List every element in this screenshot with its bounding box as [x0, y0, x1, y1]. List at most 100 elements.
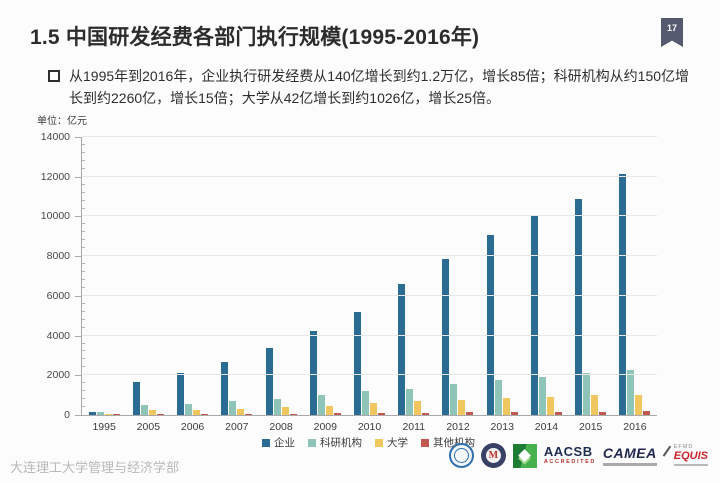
- y-axis-minor-tick: [82, 406, 85, 408]
- bar-企业: [486, 234, 494, 415]
- y-axis-minor-tick: [82, 278, 85, 280]
- bar-企业: [619, 173, 627, 415]
- x-axis-tick-label: 2008: [269, 421, 293, 433]
- bar-大学: [281, 407, 289, 415]
- y-axis-major-tick: [75, 216, 81, 218]
- bar-其他机构: [599, 412, 607, 415]
- gridline: [82, 374, 657, 376]
- bar-科研机构: [96, 412, 104, 415]
- bar-大学: [104, 414, 112, 415]
- bar-大学: [591, 395, 599, 415]
- y-axis-minor-tick: [82, 366, 85, 368]
- y-axis-minor-tick: [82, 271, 85, 273]
- bar-其他机构: [466, 412, 474, 415]
- bar-大学: [502, 397, 510, 415]
- y-axis-tick-label: 14000: [40, 131, 70, 143]
- y-axis-tick-label: 8000: [46, 250, 70, 263]
- bar-科研机构: [317, 395, 325, 415]
- gridline: [82, 175, 657, 177]
- y-axis-minor-tick: [82, 286, 85, 288]
- bar-科研机构: [450, 384, 458, 415]
- year-group: 2013: [480, 137, 524, 433]
- y-axis-minor-tick: [82, 143, 85, 145]
- bar-企业: [398, 284, 406, 415]
- bar-其他机构: [510, 412, 518, 415]
- bullet-square-icon: [48, 70, 60, 82]
- y-axis-minor-tick: [82, 191, 85, 193]
- gridline: [82, 136, 657, 137]
- y-axis-tick-label: 2000: [46, 369, 70, 382]
- y-axis-minor-tick: [82, 326, 85, 328]
- legend-swatch: [375, 438, 383, 447]
- bar-其他机构: [289, 414, 297, 415]
- legend-item: 企业: [262, 435, 295, 450]
- legend-label: 科研机构: [320, 437, 362, 449]
- x-axis-tick-label: 2016: [623, 421, 647, 433]
- legend-label: 企业: [274, 437, 295, 449]
- y-axis-major-tick: [75, 375, 81, 377]
- bar-其他机构: [245, 414, 253, 415]
- university-seal-icon: [448, 443, 474, 468]
- y-axis-minor-tick: [82, 390, 85, 392]
- year-group: 2012: [436, 137, 480, 433]
- legend-item: 大学: [375, 435, 408, 450]
- y-axis-minor-tick: [82, 151, 85, 153]
- bar-科研机构: [362, 391, 370, 415]
- bar-其他机构: [643, 411, 651, 415]
- y-axis-minor-tick: [82, 247, 85, 249]
- bar-其他机构: [422, 412, 430, 415]
- bar-科研机构: [273, 398, 281, 415]
- bar-科研机构: [627, 370, 635, 415]
- y-axis-minor-tick: [82, 342, 85, 344]
- efmd-logo-text: EFMD: [673, 443, 694, 450]
- gridline: [82, 334, 657, 336]
- y-axis-major-tick: [75, 137, 81, 138]
- y-axis-tick-label: 0: [64, 409, 70, 421]
- y-axis-tick-label: 10000: [40, 210, 70, 223]
- university-seal-inner-ring: [453, 448, 469, 463]
- bar-科研机构: [229, 401, 237, 415]
- y-axis-minor-tick: [82, 223, 85, 225]
- y-axis-major-tick: [75, 295, 81, 297]
- gridline: [82, 215, 657, 217]
- y-axis-tick-label: 6000: [46, 289, 70, 302]
- x-axis-tick-label: 2006: [180, 421, 205, 433]
- bar-科研机构: [494, 379, 502, 415]
- year-group: 2016: [613, 137, 657, 433]
- bar-大学: [237, 408, 245, 415]
- equis-slash-icon: [662, 445, 671, 457]
- axis-unit-label: 单位：亿元: [37, 116, 87, 127]
- y-axis-ticks: [75, 137, 81, 416]
- year-group: 1995: [82, 137, 126, 433]
- bar-科研机构: [140, 404, 148, 415]
- y-axis-minor-tick: [82, 398, 85, 400]
- equis-subtext-strip: [673, 464, 708, 467]
- faculty-emblem-icon: M: [480, 443, 506, 468]
- x-axis-tick-label: 2013: [490, 421, 514, 433]
- bar-大学: [414, 401, 422, 415]
- y-axis-minor-tick: [82, 382, 85, 384]
- accreditation-logos: M AACSB ACCREDITED CAMEA EFMD EQUIS: [448, 443, 708, 468]
- x-axis-tick-label: 2011: [402, 421, 426, 433]
- x-axis-tick-label: 2009: [313, 421, 337, 433]
- y-axis-minor-tick: [82, 302, 85, 304]
- bar-企业: [177, 372, 185, 415]
- y-axis-major-tick: [75, 335, 81, 337]
- legend-label: 大学: [387, 437, 408, 449]
- y-axis-tick-label: 4000: [46, 329, 70, 342]
- x-axis-tick-label: 2012: [446, 421, 470, 433]
- legend-swatch: [308, 438, 316, 447]
- year-group: 2009: [303, 137, 347, 433]
- legend-item: 科研机构: [308, 435, 362, 450]
- x-axis-tick-label: 2014: [534, 421, 559, 433]
- faculty-emblem-mark: M: [485, 448, 501, 463]
- year-group: 2006: [170, 137, 214, 433]
- page-title: 1.5 中国研发经费各部门执行规模(1995-2016年): [30, 26, 480, 49]
- bar-企业: [265, 347, 273, 415]
- bar-groups: 1995 2005 2006 2007 2008 2009 2010 2011 2012 2013…: [82, 137, 657, 433]
- year-group: 2007: [215, 137, 259, 433]
- bar-科研机构: [583, 372, 591, 415]
- x-axis-tick-label: 2005: [136, 421, 161, 433]
- gridline: [82, 294, 657, 296]
- aacsb-mark-icon: [512, 443, 537, 468]
